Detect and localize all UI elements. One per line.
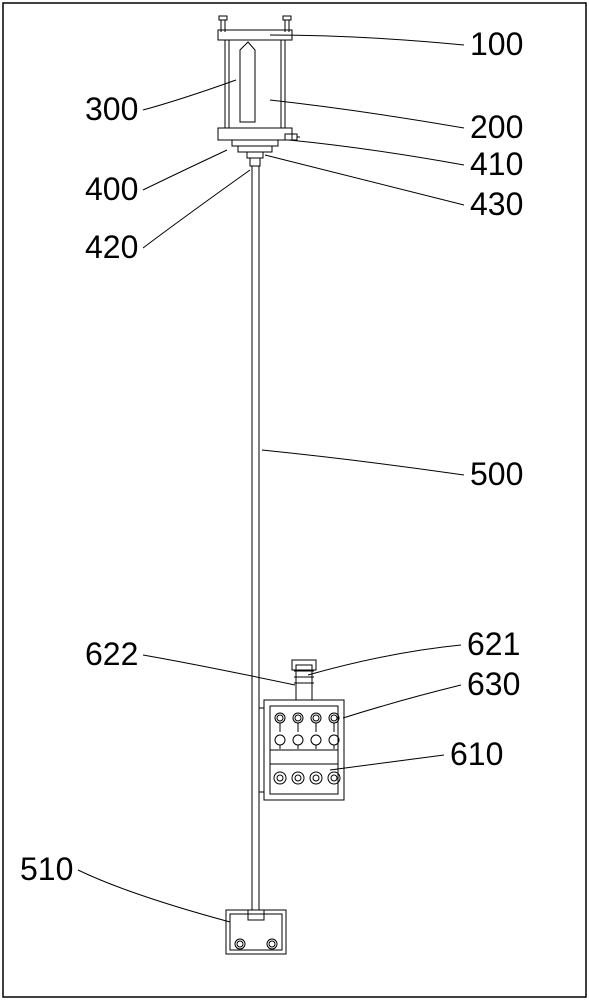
- label-622: 622: [85, 636, 295, 685]
- leader-610: [330, 755, 444, 770]
- blade-300: [240, 42, 255, 122]
- label-text-410: 410: [470, 146, 523, 182]
- leader-500: [262, 450, 464, 475]
- label-410: 410: [289, 140, 523, 182]
- leader-410: [289, 140, 464, 165]
- label-610: 610: [330, 736, 503, 772]
- label-text-400: 400: [85, 171, 138, 207]
- leader-630: [343, 685, 461, 718]
- label-400: 400: [85, 150, 227, 207]
- label-500: 500: [262, 450, 523, 492]
- label-text-510: 510: [20, 851, 73, 887]
- leader-300: [143, 80, 236, 110]
- label-100: 100: [270, 26, 523, 62]
- shaft-500: [252, 166, 259, 910]
- technical-diagram: 100 300 200410 400 430 420 500 621 622 630 610 510: [0, 0, 589, 1000]
- label-text-300: 300: [85, 91, 138, 127]
- leader-200: [270, 100, 464, 128]
- base-block-510: [226, 910, 286, 954]
- label-text-621: 621: [467, 626, 520, 662]
- control-box: [259, 660, 344, 800]
- leader-430: [265, 155, 464, 205]
- label-510: 510: [20, 851, 230, 922]
- label-text-200: 200: [470, 109, 523, 145]
- label-200: 200: [270, 100, 523, 145]
- leader-622: [143, 655, 295, 685]
- leader-621: [308, 645, 461, 675]
- label-text-622: 622: [85, 636, 138, 672]
- label-text-610: 610: [450, 736, 503, 772]
- label-text-100: 100: [470, 26, 523, 62]
- label-text-630: 630: [467, 666, 520, 702]
- label-text-420: 420: [85, 229, 138, 265]
- label-630: 630: [343, 666, 520, 718]
- leader-400: [143, 150, 227, 190]
- leader-100: [270, 35, 464, 45]
- label-300: 300: [85, 80, 236, 127]
- label-text-500: 500: [470, 456, 523, 492]
- label-text-430: 430: [470, 186, 523, 222]
- leader-510: [78, 870, 230, 922]
- top-device: [218, 16, 300, 166]
